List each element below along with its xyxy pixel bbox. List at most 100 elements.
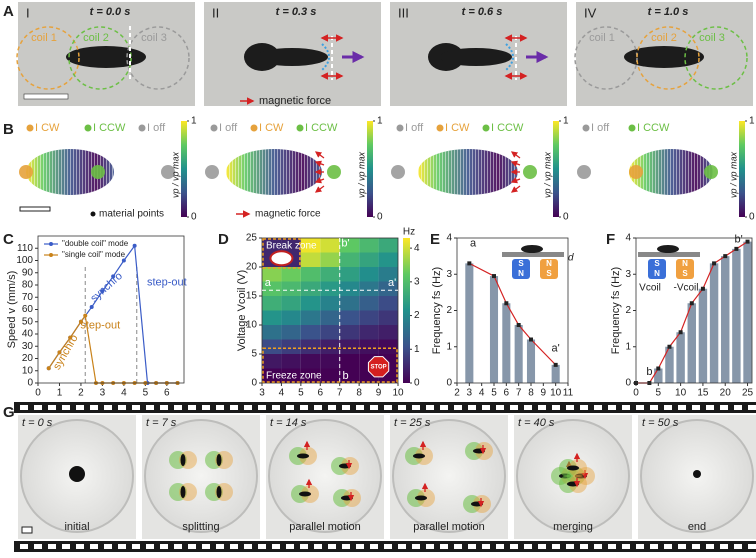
coil-label: coil 2 <box>83 32 109 44</box>
bar <box>514 325 523 383</box>
annotation: step-out <box>80 319 120 331</box>
colorbar-label: vp / vp max <box>728 151 738 198</box>
annotation: b' <box>341 238 349 250</box>
colorbar-tick-label: 2 <box>414 310 420 321</box>
bar <box>654 368 663 383</box>
coil-marker <box>704 165 718 179</box>
state-dot <box>628 124 636 132</box>
annotation: synchro <box>88 270 125 305</box>
state-label: I CCW <box>491 122 524 134</box>
film-hole <box>496 405 504 410</box>
bar <box>665 346 674 383</box>
droplet <box>299 491 311 497</box>
heatmap-cell <box>281 339 301 354</box>
film-hole <box>412 405 420 410</box>
heatmap-cell <box>320 310 340 325</box>
frame-numeral: I <box>26 5 30 20</box>
film-hole <box>636 405 644 410</box>
heatmap-cell <box>320 252 340 267</box>
film-hole <box>594 405 602 410</box>
y-tick-label: 40 <box>22 329 34 340</box>
film-hole <box>188 405 196 410</box>
point <box>516 323 521 327</box>
heatmap-cell <box>262 325 282 340</box>
heatmap-cell <box>300 368 321 383</box>
film-hole <box>608 405 616 410</box>
film-hole <box>482 405 490 410</box>
heatmap-cell <box>378 310 398 325</box>
state-label: I CCW <box>305 122 338 134</box>
heatmap-cell <box>378 339 398 354</box>
film-hole <box>286 405 294 410</box>
x-tick-label: 4 <box>121 388 127 399</box>
x-tick-label: 11 <box>563 388 574 399</box>
film-hole <box>734 405 742 410</box>
state-dot <box>26 124 34 132</box>
legend-dot <box>90 211 96 217</box>
film-hole <box>720 405 728 410</box>
film-hole <box>230 405 238 410</box>
x-tick-label: 10 <box>675 388 687 399</box>
x-tick-label: 6 <box>164 388 170 399</box>
velocity-field-lines <box>26 149 114 195</box>
coil <box>126 26 190 90</box>
y-tick-label: 4 <box>625 233 631 244</box>
y-axis-label: Voltage Vcoil (V) <box>236 270 248 351</box>
coil-marker <box>19 165 33 179</box>
heatmap-cell <box>281 368 301 383</box>
force-arrow <box>314 185 325 193</box>
panel-label: D <box>218 231 229 248</box>
force-arrow <box>314 151 325 159</box>
x-tick-label: 5 <box>298 388 304 399</box>
droplet <box>415 495 427 501</box>
heatmap-cell <box>262 267 282 282</box>
velocity-field-lines <box>226 149 322 195</box>
film-hole <box>734 544 742 549</box>
film-hole <box>216 544 224 549</box>
film-hole <box>48 544 56 549</box>
film-hole <box>482 544 490 549</box>
annotation: b <box>342 370 348 382</box>
heatmap-cell <box>359 281 379 296</box>
film-hole <box>356 544 364 549</box>
heatmap-cell <box>320 368 340 383</box>
frame-caption: parallel motion <box>289 521 361 533</box>
heatmap-cell <box>300 281 321 296</box>
force-arrow <box>510 185 521 193</box>
heatmap-cell <box>339 339 360 354</box>
point <box>745 239 750 244</box>
plot-frame <box>456 237 569 384</box>
colorbar-tick-label: 4 <box>414 243 420 254</box>
panel-label: B <box>3 121 14 138</box>
zone-box <box>262 238 301 269</box>
heatmap-cell <box>339 310 360 325</box>
film-hole <box>160 544 168 549</box>
heatmap-cell <box>281 354 301 369</box>
film-hole <box>300 544 308 549</box>
colorbar <box>553 121 559 217</box>
substrate <box>502 252 564 257</box>
heatmap-cell <box>300 310 321 325</box>
bar <box>698 288 708 383</box>
x-tick-label: 5 <box>143 388 149 399</box>
heatmap-cell <box>320 325 340 340</box>
heatmap-cell <box>359 325 379 340</box>
film-hole <box>566 544 574 549</box>
legend-label: "single coil" mode <box>62 250 126 259</box>
frame-time: t = 0 s <box>22 417 53 429</box>
droplet <box>413 453 425 459</box>
heatmap-cell <box>378 252 398 267</box>
x-tick-label: 7 <box>337 388 343 399</box>
annotation: step-out <box>147 276 187 288</box>
inset-label: d <box>568 253 574 264</box>
frame-caption: parallel motion <box>413 521 485 533</box>
film-hole <box>20 405 28 410</box>
y-tick-label: 4 <box>446 233 452 244</box>
film-hole <box>314 405 322 410</box>
coil <box>16 26 80 90</box>
film-hole <box>440 405 448 410</box>
colorbar-tick-label: 1 <box>414 344 420 355</box>
frame-time: t = 7 s <box>146 417 177 429</box>
colorbar-tick-label: 1 <box>563 116 569 127</box>
film-hole <box>174 405 182 410</box>
